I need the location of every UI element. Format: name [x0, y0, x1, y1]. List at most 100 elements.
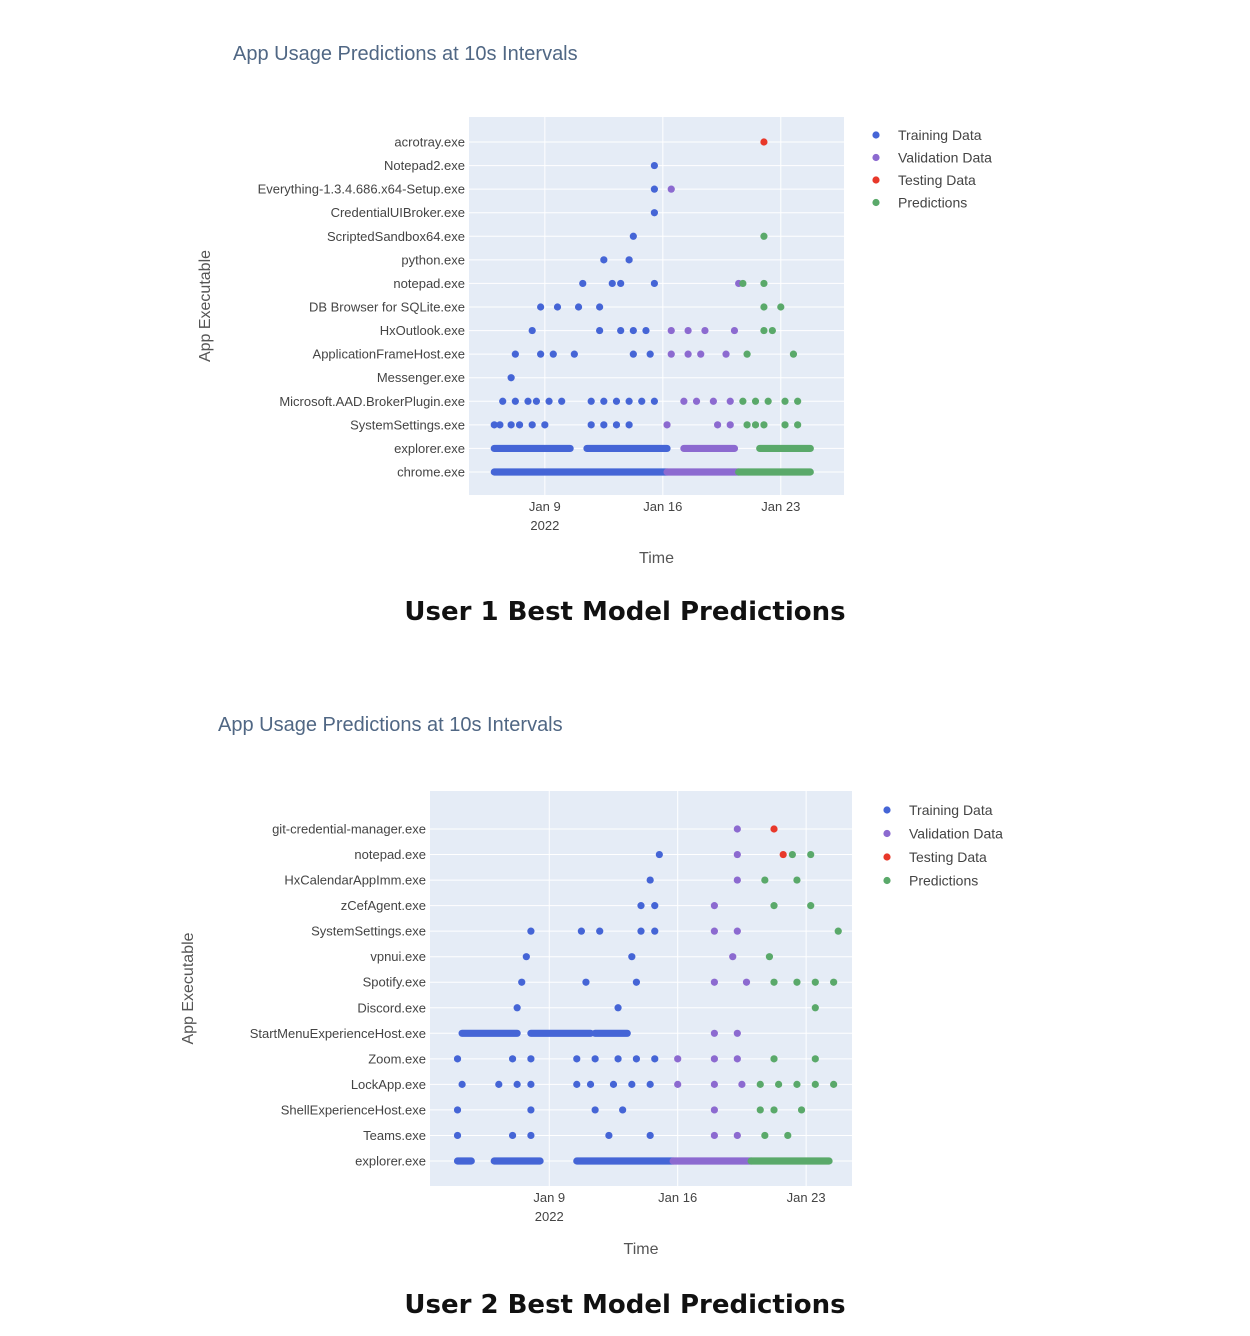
data-point: [739, 279, 747, 288]
legend-label: Testing Data: [909, 849, 987, 865]
data-point: [770, 978, 778, 986]
data-point: [830, 1080, 838, 1088]
legend-marker: [872, 131, 880, 139]
data-point: [726, 397, 734, 405]
data-point: [794, 397, 802, 405]
chart-title: App Usage Predictions at 10s Intervals: [218, 714, 563, 736]
data-point: [793, 978, 801, 986]
data-point: [811, 978, 819, 986]
data-point: [701, 326, 709, 335]
data-point: [642, 326, 650, 335]
data-point: [632, 1055, 641, 1063]
data-point: [612, 421, 621, 429]
data-point: [807, 850, 815, 859]
data-point: [591, 1106, 599, 1114]
data-point: [742, 978, 751, 986]
data-point: [619, 1106, 627, 1114]
data-point: [807, 902, 815, 910]
data-point: [637, 902, 645, 910]
y-tick-label: Microsoft.AAD.BrokerPlugin.exe: [279, 394, 465, 409]
legend-marker: [883, 876, 891, 885]
chart-2: App Usage Predictions at 10s Intervals ex…: [180, 714, 1003, 1258]
data-point: [650, 185, 658, 193]
data-point: [518, 978, 526, 986]
plot-area: [469, 117, 844, 495]
y-tick-label: SystemSettings.exe: [311, 924, 426, 939]
data-point: [596, 303, 604, 311]
x-tick-label: Jan 16: [658, 1190, 697, 1205]
data-point: [522, 953, 530, 961]
y-tick-label: Everything-1.3.4.686.x64-Setup.exe: [258, 182, 465, 197]
data-point: [625, 397, 633, 405]
data-point: [558, 397, 566, 405]
data-point: [527, 1106, 535, 1114]
x-tick-label: Jan 9: [529, 499, 561, 514]
data-point: [710, 978, 718, 986]
y-tick-label: HxOutlook.exe: [380, 323, 465, 338]
x-tick-label: Jan 9: [533, 1190, 565, 1205]
data-point: [722, 350, 730, 358]
data-point: [507, 374, 515, 382]
data-point: [788, 850, 796, 859]
data-point: [490, 421, 498, 429]
data-point: [710, 1106, 718, 1114]
data-point: [650, 279, 658, 288]
legend-marker: [872, 153, 880, 162]
y-tick-label: vpnui.exe: [370, 949, 426, 964]
data-point: [537, 350, 545, 358]
y-tick-label: Notepad2.exe: [384, 158, 465, 173]
data-point: [697, 350, 705, 358]
data-point: [768, 326, 776, 335]
data-point: [667, 185, 675, 193]
legend-marker: [872, 176, 880, 184]
data-point: [655, 850, 663, 859]
legend-label: Predictions: [898, 195, 967, 211]
data-point: [739, 397, 747, 405]
legend-marker: [872, 198, 880, 207]
data-point: [726, 421, 734, 429]
data-point: [646, 876, 654, 884]
plot-area: [430, 791, 852, 1186]
data-point: [532, 397, 541, 405]
data-point: [743, 350, 751, 358]
y-tick-label: StartMenuExperienceHost.exe: [250, 1026, 426, 1041]
data-point: [794, 421, 802, 429]
y-tick-label: Spotify.exe: [363, 975, 426, 990]
data-point: [770, 825, 778, 833]
y-tick-label: Teams.exe: [363, 1128, 426, 1143]
data-point: [632, 978, 641, 986]
data-point: [793, 1080, 801, 1088]
y-axis-title: App Executable: [197, 250, 214, 362]
data-point: [637, 927, 645, 935]
data-point: [781, 397, 789, 405]
data-point: [651, 927, 659, 935]
data-point: [587, 397, 595, 405]
data-point: [650, 397, 658, 405]
data-point: [751, 397, 760, 405]
data-point: [600, 256, 608, 264]
data-point: [651, 902, 659, 910]
x-axis-title: Time: [639, 550, 674, 567]
data-point: [779, 850, 787, 859]
y-tick-label: HxCalendarAppImm.exe: [284, 873, 426, 888]
data-point: [811, 1080, 819, 1088]
chart-title: App Usage Predictions at 10s Intervals: [233, 43, 578, 65]
data-point: [496, 421, 504, 429]
data-point: [458, 1080, 466, 1088]
data-point: [612, 397, 621, 405]
data-point: [793, 876, 801, 884]
data-point: [710, 1080, 718, 1088]
legend-label: Validation Data: [909, 826, 1003, 842]
data-point: [527, 1055, 535, 1063]
chart-1: App Usage Predictions at 10s Intervals ch…: [197, 43, 992, 567]
data-point: [586, 1080, 595, 1088]
data-point: [781, 421, 789, 429]
data-point: [761, 876, 769, 884]
data-point: [775, 1080, 783, 1088]
data-point: [513, 1080, 521, 1088]
data-point: [629, 326, 637, 335]
data-point: [527, 1080, 535, 1088]
series-testing-data: [770, 825, 787, 859]
data-point: [743, 421, 751, 429]
data-point: [680, 397, 688, 405]
